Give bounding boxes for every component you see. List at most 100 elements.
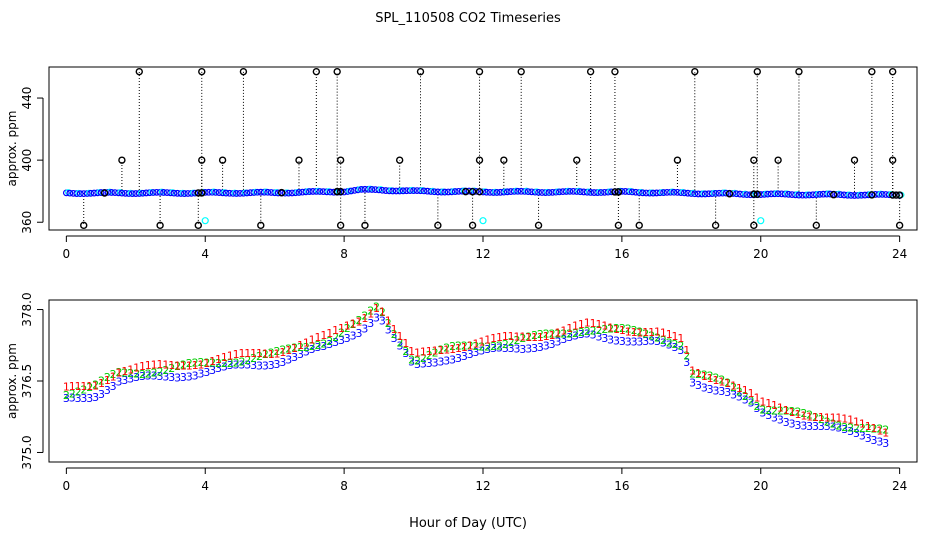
series-3-point: 3 bbox=[584, 327, 591, 340]
series-3-point: 3 bbox=[455, 352, 462, 365]
series-2-point: 2 bbox=[361, 309, 368, 322]
series-1-point: 1 bbox=[578, 318, 585, 331]
series-1-point bbox=[368, 186, 376, 193]
series-2-point: 2 bbox=[192, 356, 199, 369]
x-tick-label: 16 bbox=[614, 479, 629, 493]
series-1-point bbox=[430, 188, 438, 196]
series-1-point: 1 bbox=[180, 360, 187, 373]
x-tick-label: 12 bbox=[475, 479, 490, 493]
series-1-point bbox=[576, 188, 584, 196]
series-2-point: 2 bbox=[174, 360, 181, 373]
series-3-point: 3 bbox=[713, 384, 720, 397]
series-2-point: 2 bbox=[320, 338, 327, 351]
series-3-point: 3 bbox=[613, 334, 620, 347]
series-2-point bbox=[201, 217, 209, 225]
spike-point bbox=[888, 67, 897, 76]
series-2-point: 2 bbox=[642, 327, 649, 340]
series-1-point: 1 bbox=[660, 327, 667, 340]
x-tick-label: 12 bbox=[475, 247, 490, 261]
series-3-point: 3 bbox=[244, 359, 251, 372]
series-2-point: 2 bbox=[496, 339, 503, 352]
series-2-point: 2 bbox=[233, 356, 240, 369]
series-1-point: 1 bbox=[514, 330, 521, 343]
series-1-point: 1 bbox=[806, 411, 813, 424]
series-1-point: 1 bbox=[467, 339, 474, 352]
series-2-point: 2 bbox=[871, 422, 878, 435]
series-1-point: 1 bbox=[197, 358, 204, 371]
series-3-point: 3 bbox=[268, 359, 275, 372]
series-1-point bbox=[649, 189, 657, 197]
series-3-point: 3 bbox=[297, 348, 304, 361]
series-3-point: 3 bbox=[560, 333, 567, 346]
spike-point bbox=[135, 67, 143, 76]
series-1-point: 1 bbox=[63, 381, 70, 394]
spike-point bbox=[673, 156, 682, 164]
series-3-point: 3 bbox=[882, 437, 889, 450]
series-3-point: 3 bbox=[320, 340, 327, 353]
series-1-point: 1 bbox=[92, 380, 99, 393]
spike-point bbox=[434, 221, 442, 230]
series-1-point: 1 bbox=[549, 329, 556, 342]
series-3-point: 3 bbox=[695, 379, 702, 392]
series-1-point: 1 bbox=[350, 318, 357, 331]
series-2-point: 2 bbox=[865, 422, 872, 435]
series-2-point: 2 bbox=[812, 411, 819, 424]
series-3-point: 3 bbox=[654, 335, 661, 348]
series-3-point: 3 bbox=[414, 358, 421, 371]
series-3-point: 3 bbox=[437, 356, 444, 369]
series-1-point bbox=[722, 189, 730, 197]
series-2-point: 2 bbox=[543, 328, 550, 341]
series-1-point: 1 bbox=[601, 320, 608, 333]
spike-point bbox=[336, 221, 345, 230]
series-1-point: 1 bbox=[449, 343, 456, 356]
series-1-point bbox=[618, 187, 626, 195]
series-3-point: 3 bbox=[367, 317, 374, 330]
series-2-point: 2 bbox=[748, 395, 755, 408]
spike-root-point bbox=[868, 191, 876, 199]
series-2-point: 2 bbox=[461, 339, 468, 352]
series-1-point: 1 bbox=[572, 320, 579, 333]
series-1-point: 1 bbox=[765, 397, 772, 410]
series-1-point: 1 bbox=[303, 336, 310, 349]
series-1-point: 1 bbox=[724, 377, 731, 390]
series-1-point bbox=[222, 189, 230, 197]
x-tick-label: 0 bbox=[63, 247, 71, 261]
spike-point bbox=[312, 67, 321, 76]
series-2-point: 2 bbox=[127, 367, 134, 380]
series-2-point: 2 bbox=[92, 379, 99, 392]
series-3-point: 3 bbox=[432, 356, 439, 369]
series-3-point: 3 bbox=[631, 336, 638, 349]
series-2-point: 2 bbox=[572, 327, 579, 340]
spike-point bbox=[573, 156, 581, 164]
spike-point bbox=[611, 67, 619, 76]
series-1-point: 1 bbox=[162, 359, 169, 372]
series-3-point: 3 bbox=[519, 343, 526, 356]
spike-point bbox=[850, 156, 859, 164]
series-3-point: 3 bbox=[753, 402, 760, 415]
series-1-point: 1 bbox=[256, 347, 263, 360]
series-2-point: 2 bbox=[478, 340, 485, 353]
spike-root-point bbox=[198, 189, 206, 197]
series-2-point: 2 bbox=[180, 359, 187, 372]
series-3-point: 3 bbox=[151, 370, 158, 383]
series-1-point: 1 bbox=[145, 359, 152, 372]
series-3-point: 3 bbox=[777, 414, 784, 427]
series-1-point: 1 bbox=[490, 332, 497, 345]
series-1-point: 1 bbox=[871, 422, 878, 435]
spike-point bbox=[80, 221, 88, 230]
series-2-point: 2 bbox=[502, 338, 509, 351]
series-3-point: 3 bbox=[865, 432, 872, 445]
series-1-point bbox=[847, 191, 855, 199]
spike-point bbox=[517, 67, 525, 76]
spike-root-point bbox=[725, 190, 734, 198]
series-3-point: 3 bbox=[233, 359, 240, 372]
series-1-point: 1 bbox=[344, 320, 351, 333]
series-1-point: 1 bbox=[631, 326, 638, 339]
series-2-point: 2 bbox=[771, 404, 778, 417]
series-2-point: 2 bbox=[636, 325, 643, 338]
series-3-point: 3 bbox=[391, 332, 398, 345]
series-1-point: 1 bbox=[508, 330, 515, 343]
series-1-point bbox=[608, 188, 615, 196]
series-3-point: 3 bbox=[818, 420, 825, 433]
series-3-point: 3 bbox=[356, 327, 363, 340]
